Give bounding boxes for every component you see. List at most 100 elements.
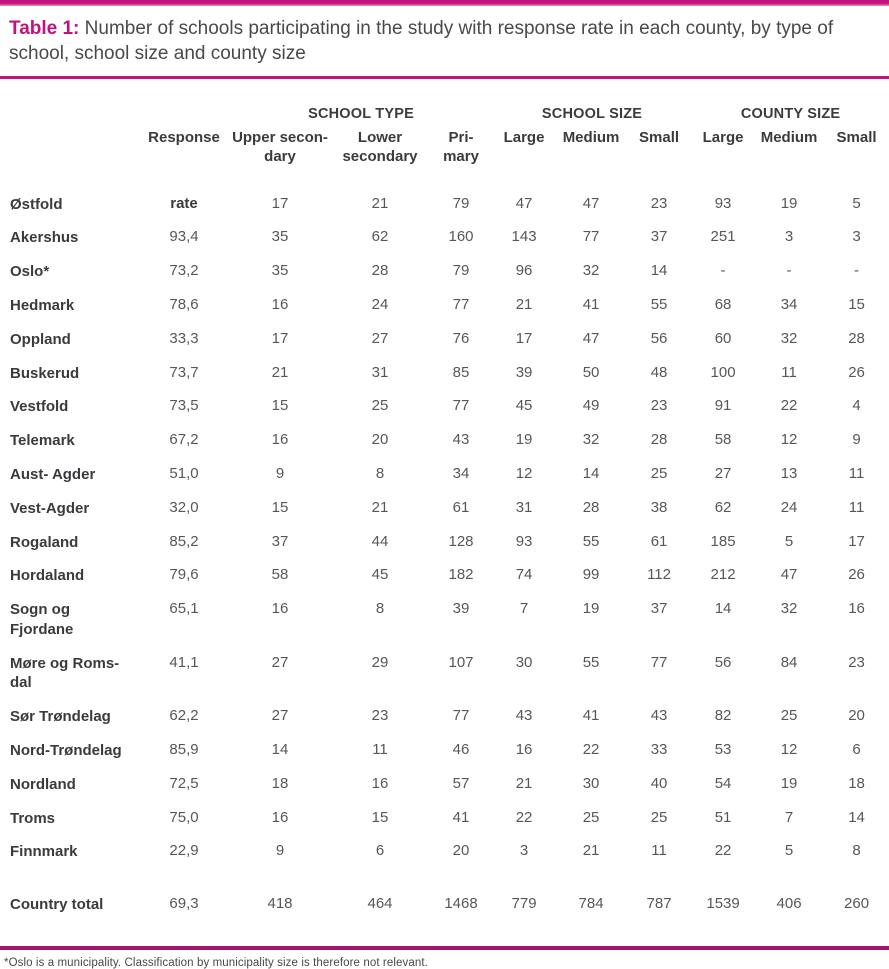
table-cell: 28 bbox=[650, 431, 668, 449]
table-cell: 11 bbox=[848, 498, 865, 516]
table-row: Hedmark 78,6 16 24 77 21 41 55 68 34 15 bbox=[0, 289, 889, 323]
column-header-county-large: Large bbox=[702, 129, 744, 147]
table-cell: 67,2 bbox=[169, 431, 199, 449]
table-cell: 32 bbox=[780, 329, 798, 347]
table-cell: 16 bbox=[271, 808, 289, 826]
table-cell: 76 bbox=[452, 329, 470, 347]
table-cell: 93 bbox=[714, 194, 732, 212]
table-cell: 41,1 bbox=[169, 653, 199, 671]
table-row: Finnmark 22,9 9 6 20 3 21 11 22 5 8 bbox=[0, 835, 889, 869]
table-cell: 25 bbox=[582, 808, 600, 826]
table-cell: 251 bbox=[710, 228, 736, 246]
table-cell: 15 bbox=[271, 498, 289, 516]
table-cell: 3 bbox=[784, 228, 794, 246]
table-cell: 56 bbox=[714, 653, 732, 671]
table-cell: 26 bbox=[848, 363, 865, 381]
table-cell: 27 bbox=[371, 329, 389, 347]
table-cell: 182 bbox=[448, 566, 474, 584]
table-row: Akershus 93,4 35 62 160 143 77 37 251 3 3 bbox=[0, 221, 889, 255]
table-cell: 25 bbox=[650, 464, 668, 482]
column-header-school-medium: Medium bbox=[562, 129, 620, 147]
table-cell: 5 bbox=[784, 532, 794, 550]
table-row: Oslo* 73,2 35 28 79 96 32 14 - - - bbox=[0, 255, 889, 289]
table-cell: 85,9 bbox=[169, 741, 199, 759]
table-cell: 17 bbox=[848, 532, 865, 550]
table-cell: 16 bbox=[271, 600, 289, 618]
table-cell: 22 bbox=[714, 842, 732, 860]
column-header-row: Response Upper secon- dary Lower seconda… bbox=[0, 126, 889, 170]
table-cell: 62 bbox=[714, 498, 732, 516]
table-cell: 418 bbox=[267, 895, 293, 913]
total-row: Country total 69,3 418 464 1468 779 784 787 1539… bbox=[0, 869, 889, 922]
table-cell: - bbox=[720, 262, 726, 280]
table-cell: 34 bbox=[452, 464, 470, 482]
table-row: Nordland 72,5 18 16 57 21 30 40 54 19 18 bbox=[0, 768, 889, 802]
table-cell: 19 bbox=[582, 600, 600, 618]
table-cell: 185 bbox=[710, 532, 736, 550]
table-cell: 93,4 bbox=[169, 228, 199, 246]
table-cell: 58 bbox=[714, 431, 732, 449]
table-cell: 85,2 bbox=[169, 532, 199, 550]
table-cell: 14 bbox=[650, 262, 668, 280]
table-cell: 100 bbox=[710, 363, 736, 381]
top-accent-bar bbox=[0, 0, 889, 6]
table-cell: 62 bbox=[371, 228, 389, 246]
table-cell: 464 bbox=[367, 895, 393, 913]
table-row: Troms 75,0 16 15 41 22 25 25 51 7 14 bbox=[0, 802, 889, 836]
table-cell: 53 bbox=[714, 741, 732, 759]
county-label: Hordaland bbox=[10, 567, 85, 585]
table-cell: 50 bbox=[582, 363, 600, 381]
table-cell: 37 bbox=[650, 600, 668, 618]
table-cell: 22 bbox=[515, 808, 533, 826]
table-cell: 72,5 bbox=[169, 774, 199, 792]
table-cell: 57 bbox=[452, 774, 470, 792]
group-header-school-size: SCHOOL SIZE bbox=[541, 106, 643, 123]
table-cell: 34 bbox=[780, 295, 798, 313]
table-cell: 73,5 bbox=[169, 397, 199, 415]
table-cell: 212 bbox=[710, 566, 736, 584]
table-cell: 16 bbox=[271, 431, 289, 449]
table-caption-label: Table 1: bbox=[9, 18, 80, 39]
table-cell: 73,7 bbox=[169, 363, 199, 381]
county-label: Finnmark bbox=[10, 843, 78, 861]
table-cell: 65,1 bbox=[169, 600, 199, 618]
table-cell: 12 bbox=[780, 741, 798, 759]
county-label: Hedmark bbox=[10, 296, 75, 314]
table-cell: 84 bbox=[780, 653, 798, 671]
table-cell: 16 bbox=[515, 741, 533, 759]
table-cell: 40 bbox=[650, 774, 668, 792]
table-cell: 31 bbox=[515, 498, 533, 516]
table-cell: 15 bbox=[271, 397, 289, 415]
table-cell: 54 bbox=[714, 774, 732, 792]
column-header-county-small: Small bbox=[836, 129, 877, 147]
table-cell: 79 bbox=[452, 262, 470, 280]
county-label: Telemark bbox=[10, 432, 75, 450]
table-cell: 75,0 bbox=[169, 808, 199, 826]
table-cell: 32 bbox=[582, 262, 600, 280]
table-cell: 22,9 bbox=[169, 842, 199, 860]
table-cell: 7 bbox=[784, 808, 794, 826]
table-cell: 143 bbox=[511, 228, 537, 246]
table-cell: 160 bbox=[448, 228, 474, 246]
table-cell: 12 bbox=[780, 431, 798, 449]
county-label: Country total bbox=[10, 896, 104, 914]
table-row: Vestfold 73,5 15 25 77 45 49 23 91 22 4 bbox=[0, 390, 889, 424]
table-cell: 68 bbox=[714, 295, 732, 313]
table-cell: 33 bbox=[650, 741, 668, 759]
county-label: Sør Trøndelag bbox=[10, 708, 111, 726]
table-cell: 55 bbox=[650, 295, 668, 313]
table-caption: Table 1: Number of schools participating… bbox=[0, 6, 889, 76]
table-cell: 23 bbox=[650, 194, 668, 212]
table-cell: 96 bbox=[515, 262, 533, 280]
column-header-upper-secondary: Upper secon- dary bbox=[232, 129, 328, 166]
table-cell: 18 bbox=[271, 774, 289, 792]
table-cell: 60 bbox=[714, 329, 732, 347]
table-cell: 32,0 bbox=[169, 498, 199, 516]
table-cell: 11 bbox=[848, 464, 865, 482]
table-cell: 35 bbox=[271, 228, 289, 246]
schools-table: SCHOOL TYPE SCHOOL SIZE COUNTY SIZE Resp… bbox=[0, 106, 889, 922]
table-cell: 8 bbox=[852, 842, 861, 860]
table-cell: 61 bbox=[650, 532, 668, 550]
table-cell: 69,3 bbox=[169, 895, 199, 913]
table-cell: 41 bbox=[582, 295, 600, 313]
